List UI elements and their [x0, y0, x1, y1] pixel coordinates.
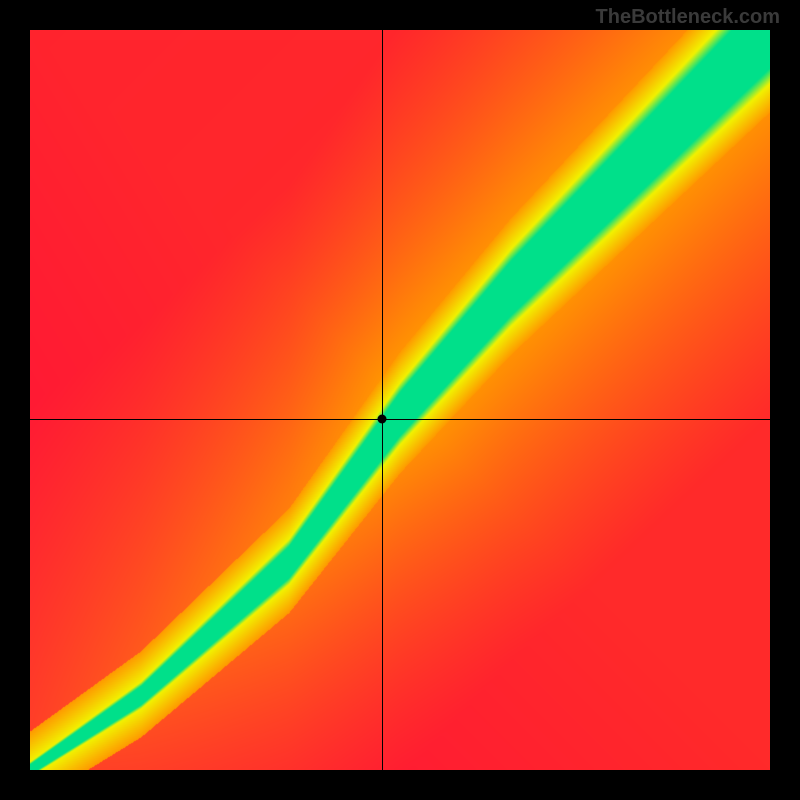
crosshair-horizontal [30, 419, 770, 420]
heatmap-canvas [30, 30, 770, 770]
crosshair-marker [377, 414, 386, 423]
crosshair-vertical [382, 30, 383, 770]
watermark-text: TheBottleneck.com [596, 6, 780, 29]
plot-area [30, 30, 770, 770]
